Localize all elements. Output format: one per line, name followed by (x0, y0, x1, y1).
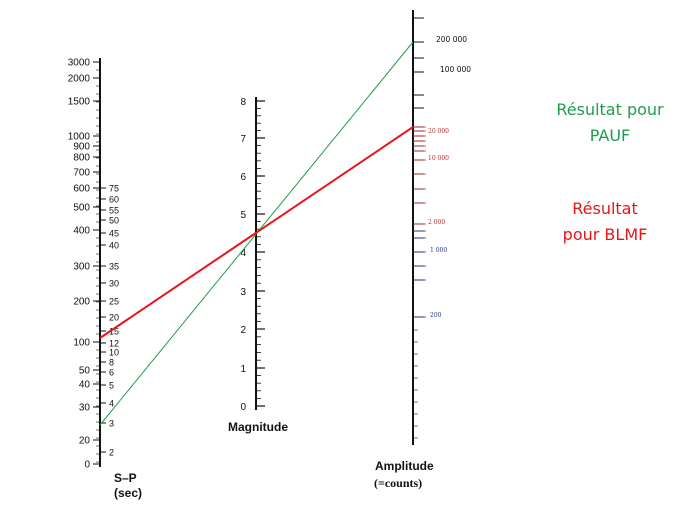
sp-left-label: 1000 (68, 132, 91, 143)
sp-left-label: 900 (73, 142, 90, 153)
sp-right-label: 3 (109, 419, 114, 429)
amp-label-200000: 200 000 (436, 35, 467, 44)
magnitude-label: 3 (240, 287, 246, 298)
sp-left-label: 30 (79, 403, 91, 414)
magnitude-label: 0 (240, 402, 246, 413)
magnitude-label: 4 (240, 248, 246, 259)
sp-left-label: 200 (73, 297, 90, 308)
sp-left-label: 600 (73, 184, 90, 195)
amplitude-axis: 200 000 100 000 20 000 10 000 2 000 1 00… (374, 10, 471, 490)
magnitude-ticks: 8 7 6 5 4 3 2 1 0 (240, 97, 265, 413)
sp-right-label: 10 (109, 348, 119, 358)
sp-left-label: 100 (73, 338, 90, 349)
sp-axis: 3000200015001000900800700600500400300200… (68, 58, 142, 501)
sp-left-label: 400 (73, 226, 90, 237)
sp-left-label: 0 (84, 460, 90, 471)
amp-label-200: 200 (430, 312, 442, 319)
sp-right-label: 6 (109, 368, 114, 378)
legend-pauf-line-1: Résultat pour (556, 100, 664, 119)
sp-right-label: 5 (109, 381, 114, 391)
amp-label-10000: 10 000 (428, 155, 449, 162)
sp-right-label: 55 (109, 206, 119, 216)
magnitude-label: 7 (240, 134, 246, 145)
amplitude-axis-title: Amplitude (375, 459, 434, 473)
sp-right-label: 35 (109, 262, 119, 272)
amp-label-1000: 1 000 (430, 247, 447, 254)
sp-right-label: 50 (109, 216, 119, 226)
sp-left-label: 300 (73, 262, 90, 273)
legend-pauf: Résultat pour PAUF (540, 97, 680, 149)
result-line-blmf (99, 126, 414, 339)
sp-right-label: 45 (109, 229, 119, 239)
sp-left-label: 800 (73, 153, 90, 164)
sp-right-label: 20 (109, 313, 119, 323)
sp-axis-unit: (sec) (114, 486, 142, 500)
sp-right-label: 12 (109, 339, 119, 349)
magnitude-axis: 8 7 6 5 4 3 2 1 0 Magnitude (228, 97, 288, 434)
legend-blmf: Résultat pour BLMF (540, 196, 670, 248)
sp-left-label: 700 (73, 168, 90, 179)
amplitude-axis-unit: (=counts) (374, 476, 422, 490)
sp-left-label: 500 (73, 203, 90, 214)
sp-right-label: 4 (109, 399, 114, 409)
magnitude-axis-title: Magnitude (228, 420, 288, 434)
sp-right-label: 60 (109, 195, 119, 205)
legend-blmf-line-1: Résultat (572, 199, 638, 218)
sp-right-label: 8 (109, 358, 114, 368)
sp-right-label: 15 (109, 327, 119, 337)
magnitude-label: 5 (240, 210, 246, 221)
sp-right-label: 40 (109, 241, 119, 251)
sp-right-label: 25 (109, 297, 119, 307)
sp-left-label: 20 (79, 436, 91, 447)
sp-left-label: 2000 (68, 74, 91, 85)
amp-label-2000: 2 000 (428, 219, 445, 226)
legend-pauf-line-2: PAUF (589, 126, 631, 145)
amp-label-100000: 100 000 (440, 65, 471, 74)
magnitude-label: 1 (240, 364, 246, 375)
magnitude-label: 6 (240, 172, 246, 183)
sp-left-ticks: 3000200015001000900800700600500400300200… (68, 58, 100, 471)
sp-left-label: 1500 (68, 97, 91, 108)
sp-left-label: 3000 (68, 58, 91, 69)
magnitude-label: 8 (240, 97, 246, 108)
amp-label-20000: 20 000 (428, 128, 449, 135)
amplitude-ticks (413, 17, 426, 439)
sp-axis-title: S–P (114, 471, 137, 485)
sp-right-label: 2 (109, 448, 114, 458)
legend-blmf-line-2: pour BLMF (562, 225, 648, 244)
sp-right-label: 30 (109, 279, 119, 289)
magnitude-label: 2 (240, 325, 246, 336)
sp-left-label: 50 (79, 366, 91, 377)
sp-right-label: 75 (109, 184, 119, 194)
sp-left-label: 40 (79, 380, 91, 391)
